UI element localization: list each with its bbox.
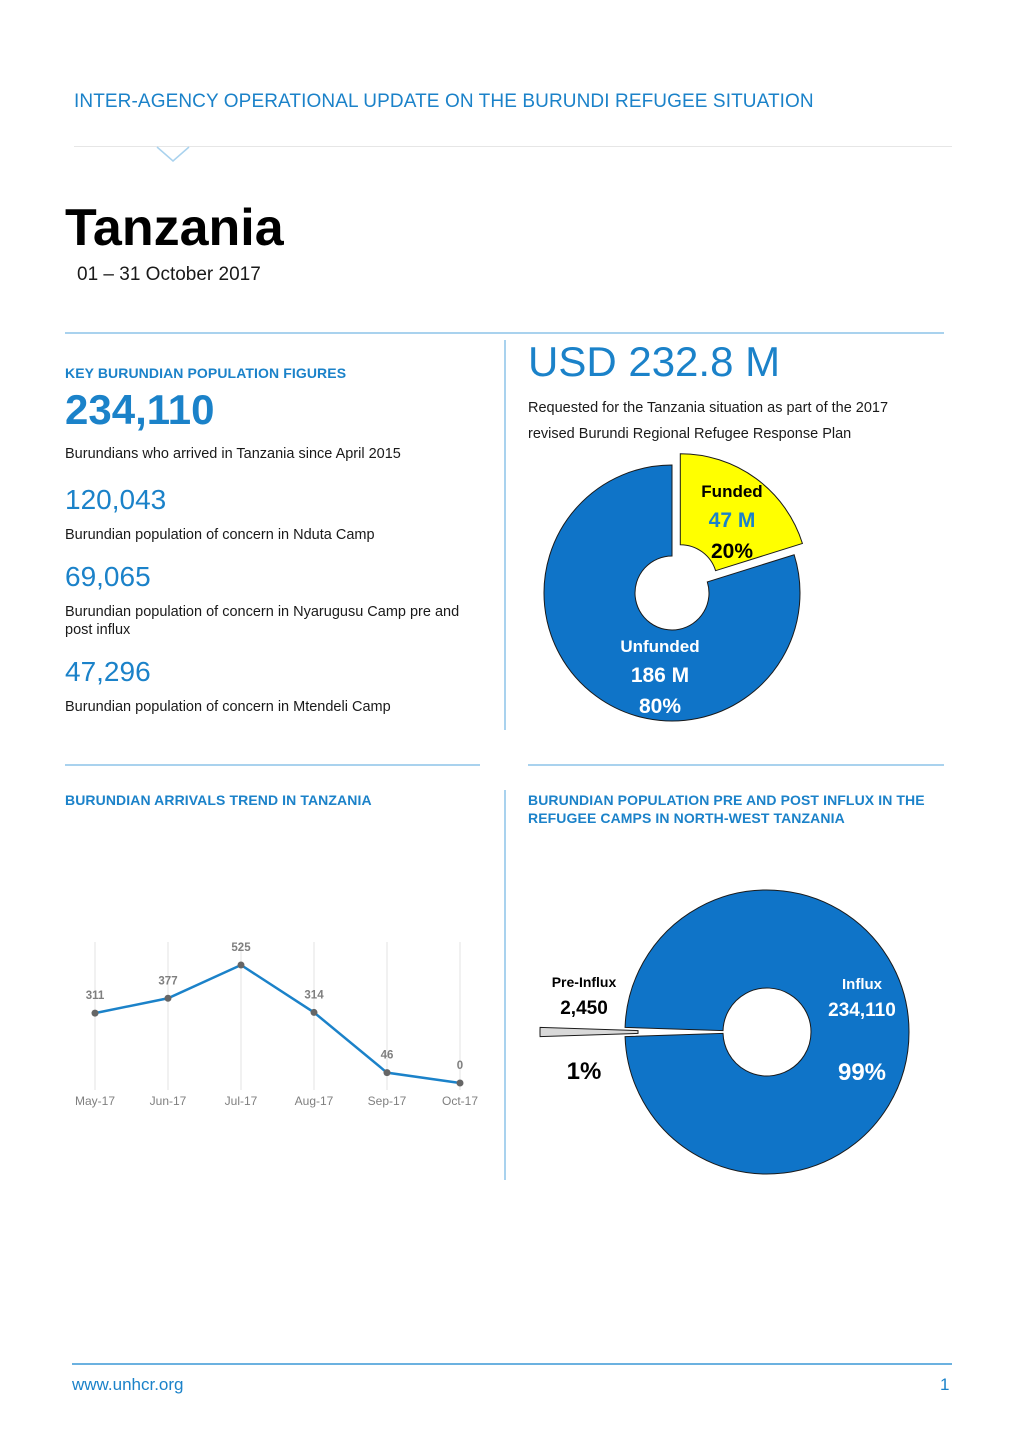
data-point — [310, 1008, 318, 1016]
funding-requested-amount: USD 232.8 M — [528, 338, 781, 385]
data-label: 314 — [304, 989, 324, 1001]
header-divider — [74, 146, 952, 147]
donut-percent-label: 99% — [838, 1059, 886, 1086]
data-label: 311 — [86, 990, 105, 1002]
donut-value-label: 2,450 — [560, 998, 608, 1019]
column-divider-bottom — [504, 790, 506, 1180]
section-divider-arrivals — [65, 764, 480, 766]
x-tick-label: Oct-17 — [442, 1094, 478, 1108]
donut-slice-unfunded — [543, 464, 801, 722]
funding-description: Requested for the Tanzania situation as … — [528, 400, 889, 442]
data-label: 525 — [231, 942, 251, 954]
page-title: Tanzania — [65, 199, 284, 257]
report-date: 01 – 31 October 2017 — [77, 264, 261, 285]
data-point — [456, 1079, 464, 1087]
donut-category-label: Funded — [701, 482, 762, 501]
figure-label-mtendeli: Burundian population of concern in Mtend… — [65, 699, 391, 715]
donut-value-label: 234,110 — [828, 1000, 896, 1021]
arrivals-line-chart: 311 377 525 314 46 0 May-17 Jun-17 Jul-17 Aug-17 S… — [75, 942, 478, 1108]
x-tick-label: Aug-17 — [295, 1094, 334, 1108]
figure-value-mtendeli: 47,296 — [65, 656, 151, 687]
influx-donut-chart: Pre-Influx 2,450 1% Influx 234,110 99% — [539, 889, 910, 1175]
donut-category-label: Unfunded — [620, 637, 699, 656]
figure-label-total-arrivals: Burundians who arrived in Tanzania since… — [65, 446, 401, 462]
donut-category-label: Pre-Influx — [552, 974, 617, 990]
data-label: 377 — [158, 975, 177, 987]
influx-chart-heading: BURUNDIAN POPULATION PRE AND POST INFLUX… — [528, 792, 925, 826]
donut-percent-label: 20% — [711, 540, 753, 563]
section-divider-top — [65, 332, 944, 334]
donut-slice-influx — [624, 889, 910, 1175]
figure-label-nduta: Burundian population of concern in Nduta… — [65, 527, 375, 543]
data-point — [237, 961, 245, 969]
chevron-down-icon — [156, 146, 190, 162]
page-number: 1 — [940, 1375, 950, 1394]
donut-value-label: 47 M — [709, 509, 756, 532]
data-point — [164, 994, 172, 1002]
funding-donut-chart: Funded 47 M 20% Unfunded 186 M 80% — [543, 453, 804, 722]
figure-label-nyarugusu: Burundian population of concern in Nyaru… — [65, 604, 460, 638]
data-point — [91, 1009, 99, 1017]
donut-percent-label: 1% — [567, 1058, 602, 1085]
arrivals-trend-heading: BURUNDIAN ARRIVALS TREND IN TANZANIA — [65, 792, 372, 808]
donut-value-label: 186 M — [631, 664, 689, 687]
donut-percent-label: 80% — [639, 695, 681, 718]
data-point — [383, 1069, 391, 1077]
series-line — [94, 963, 461, 1085]
key-figures-heading: KEY BURUNDIAN POPULATION FIGURES — [65, 365, 347, 381]
donut-category-label: Influx — [842, 976, 883, 993]
footer-website-link[interactable]: www.unhcr.org — [72, 1375, 184, 1394]
section-divider-influx — [528, 764, 944, 766]
data-label: 46 — [381, 1050, 394, 1062]
figure-value-nyarugusu: 69,065 — [65, 561, 151, 592]
x-tick-label: Jul-17 — [225, 1094, 258, 1108]
data-label: 0 — [457, 1060, 463, 1072]
column-divider-top — [504, 340, 506, 730]
report-header-title: INTER-AGENCY OPERATIONAL UPDATE ON THE B… — [74, 91, 814, 112]
footer-divider — [72, 1363, 952, 1365]
x-tick-label: May-17 — [75, 1094, 115, 1108]
figure-value-total-arrivals: 234,110 — [65, 386, 215, 433]
figure-value-nduta: 120,043 — [65, 484, 167, 515]
x-tick-label: Jun-17 — [150, 1094, 187, 1108]
donut-slice-funded — [679, 453, 804, 572]
donut-slice-pre-influx — [539, 1026, 639, 1038]
x-tick-label: Sep-17 — [368, 1094, 407, 1108]
